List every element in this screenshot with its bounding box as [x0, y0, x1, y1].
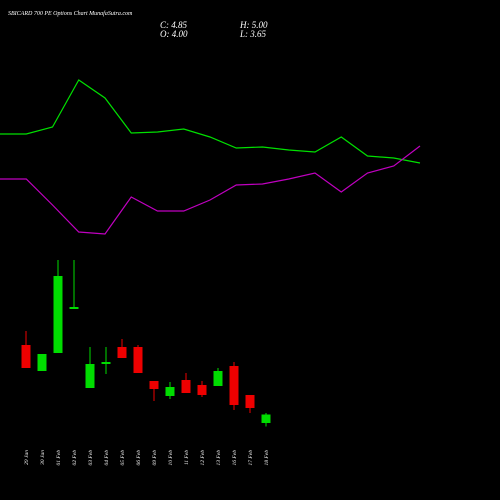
candle-body [69, 307, 79, 309]
candle-body [213, 371, 223, 386]
candle-body [37, 354, 47, 371]
x-tick-label: 10 Feb [168, 450, 174, 466]
x-tick-label: 17 Feb [248, 450, 254, 466]
x-tick-label: 18 Feb [264, 450, 270, 466]
header-high: H: 5.00 [239, 20, 268, 30]
x-tick-label: 30 Jan [40, 450, 46, 466]
header-open: O: 4.00 [160, 29, 188, 39]
line-series [0, 79, 421, 164]
x-tick-label: 11 Feb [184, 450, 190, 465]
x-tick-label: 09 Feb [152, 450, 158, 466]
candle-body [261, 414, 271, 423]
x-tick-label: 29 Jan [24, 450, 30, 465]
x-tick-label: 01 Feb [56, 450, 62, 466]
candle-body [101, 362, 111, 364]
x-tick-label: 02 Feb [72, 450, 78, 466]
candle-body [197, 385, 207, 395]
x-tick-label: 05 Feb [120, 450, 126, 466]
candle-body [21, 345, 31, 368]
header-low: L: 3.65 [239, 29, 267, 39]
candle-body [117, 347, 127, 358]
chart-title: SBICARD 700 PE Options Chart MunafaSutra… [8, 10, 133, 17]
candle-body [85, 364, 95, 388]
x-tick-label: 04 Feb [103, 450, 110, 466]
candle-body [53, 276, 63, 353]
candle-body [149, 381, 159, 389]
candle-body [165, 387, 175, 396]
x-tick-label: 06 Feb [136, 450, 142, 466]
x-tick-label: 12 Feb [200, 450, 206, 466]
candle-body [229, 366, 239, 405]
x-tick-label: 16 Feb [232, 450, 238, 466]
candle-body [181, 380, 191, 393]
line-series [0, 145, 421, 235]
candle-body [245, 395, 255, 408]
header-close: C: 4.85 [160, 20, 188, 30]
x-tick-label: 13 Feb [216, 450, 222, 466]
candle-body [133, 347, 143, 373]
x-tick-label: 03 Feb [88, 450, 94, 466]
